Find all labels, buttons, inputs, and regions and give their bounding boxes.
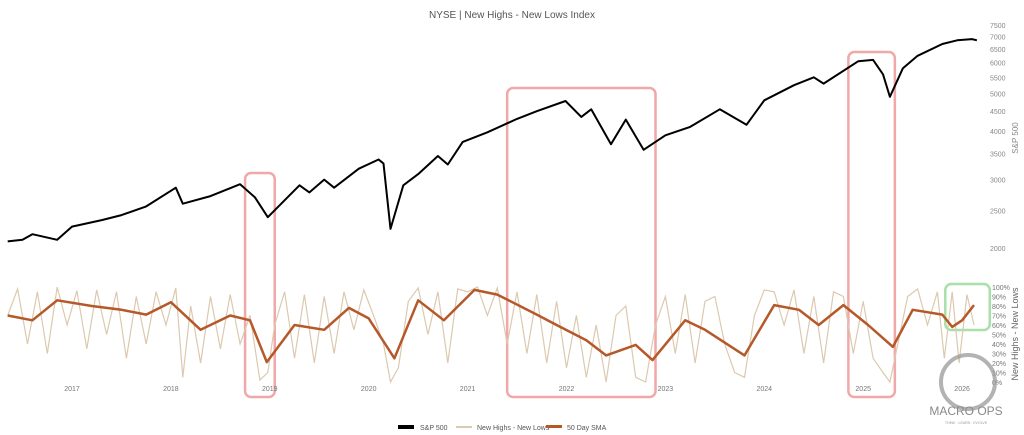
y-tick-label-sp500: 5500	[990, 75, 1006, 82]
y-tick-label-sp500: 4000	[990, 129, 1006, 136]
legend-label-sp500[interactable]: S&P 500	[420, 425, 448, 432]
x-tick-label: 2019	[262, 386, 278, 393]
y-tick-label-nhnl: 90%	[992, 295, 1006, 302]
logo: MACRO OPS THINK · LEARN · EVOLVE	[929, 353, 1003, 425]
x-tick-label: 2022	[559, 386, 575, 393]
highlight-box	[944, 282, 992, 332]
y-tick-label-nhnl: 40%	[992, 342, 1006, 349]
y-tick-label-sp500: 3500	[990, 152, 1006, 159]
y-tick-label-nhnl: 80%	[992, 304, 1006, 311]
y-tick-label-sp500: 2000	[990, 246, 1006, 253]
logo-text: MACRO OPS	[929, 404, 1002, 418]
y-tick-label-nhnl: 70%	[992, 314, 1006, 321]
highlight-box	[505, 86, 657, 399]
logo-ring	[939, 353, 997, 411]
highlight-box	[847, 50, 897, 399]
x-tick-label: 2026	[954, 386, 970, 393]
y-tick-label-nhnl: 50%	[992, 333, 1006, 340]
series-new-highs-new-lows	[7, 285, 975, 384]
y-tick-label-nhnl: 60%	[992, 323, 1006, 330]
y-tick-label-sp500: 2500	[990, 208, 1006, 215]
y-tick-label-sp500: 6500	[990, 47, 1006, 54]
legend: S&P 500 New Highs - New Lows 50 Day SMA	[398, 425, 607, 432]
legend-label-sma[interactable]: 50 Day SMA	[567, 425, 607, 432]
y-tick-label-nhnl: 30%	[992, 352, 1006, 359]
x-tick-label: 2023	[658, 386, 674, 393]
x-tick-label: 2024	[757, 386, 773, 393]
y-tick-label-sp500: 4500	[990, 109, 1006, 116]
legend-label-nhnl[interactable]: New Highs - New Lows	[477, 425, 550, 432]
y-axis-label-sp500: S&P 500	[1011, 122, 1020, 154]
x-tick-label: 2017	[64, 386, 80, 393]
y-tick-label-nhnl: 10%	[992, 371, 1006, 378]
y-tick-label-nhnl: 100%	[992, 285, 1010, 292]
legend-swatch-nhnl[interactable]	[456, 426, 472, 428]
y-tick-label-sp500: 3000	[990, 178, 1006, 185]
x-tick-label: 2018	[163, 386, 179, 393]
logo-tagline: THINK · LEARN · EVOLVE	[945, 421, 988, 425]
legend-swatch-sp500[interactable]	[398, 425, 414, 429]
series-50-day-sma	[7, 288, 975, 364]
y-tick-label-nhnl: 0%	[992, 380, 1002, 387]
x-tick-label: 2025	[855, 386, 871, 393]
x-tick-label: 2021	[460, 386, 476, 393]
y-tick-label-sp500: 7000	[990, 35, 1006, 42]
legend-swatch-sma[interactable]	[546, 425, 562, 428]
series-sp500	[7, 38, 978, 243]
y-tick-label-sp500: 7500	[990, 23, 1006, 30]
y-tick-label-sp500: 5000	[990, 91, 1006, 98]
y-tick-label-nhnl: 20%	[992, 361, 1006, 368]
highlight-box	[243, 171, 276, 399]
chart-title: NYSE | New Highs - New Lows Index	[429, 10, 595, 21]
x-tick-label: 2020	[361, 386, 377, 393]
y-axis-label-nhnl: New Highs - New Lows	[1010, 287, 1020, 381]
y-tick-label-sp500: 6000	[990, 61, 1006, 68]
